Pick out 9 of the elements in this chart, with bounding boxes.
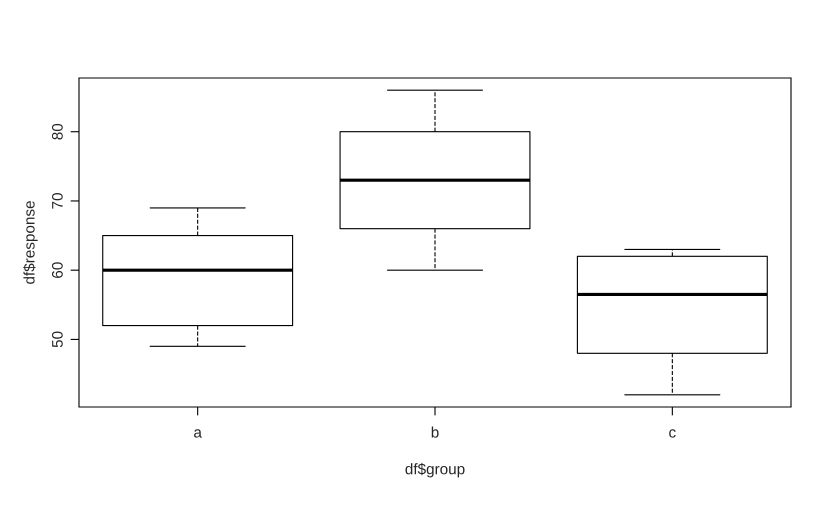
y-tick-label: 50 [52, 332, 63, 348]
x-axis-title: df$group [405, 462, 465, 478]
y-tick-label: 80 [52, 124, 63, 140]
y-tick-label: 70 [52, 193, 63, 209]
x-tick-label: a [194, 429, 202, 438]
y-axis-title: df$response [23, 201, 38, 284]
y-tick-label: 60 [52, 262, 63, 278]
x-tick-label: c [669, 429, 676, 438]
x-tick-label: b [432, 426, 439, 438]
